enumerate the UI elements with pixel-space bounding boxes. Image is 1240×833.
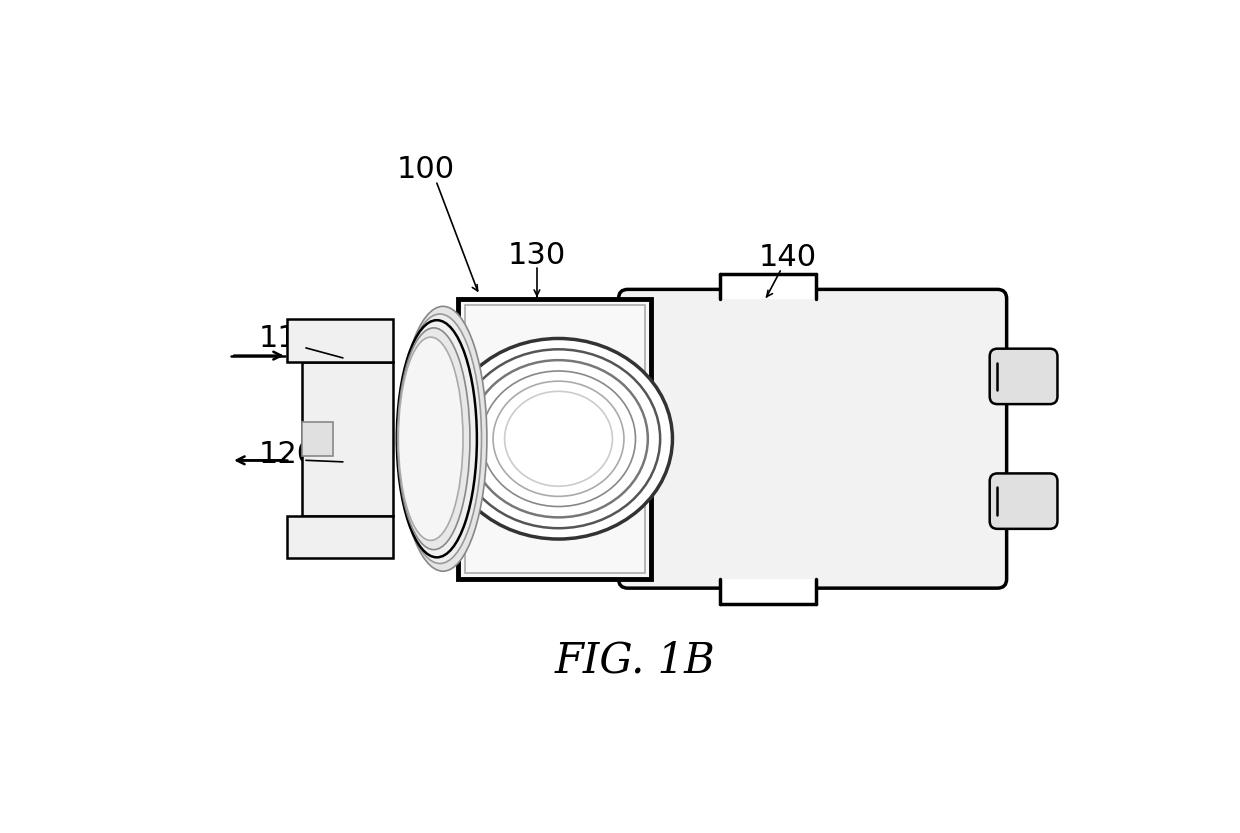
Bar <box>286 319 393 362</box>
Bar <box>720 579 816 604</box>
Bar <box>993 357 1050 397</box>
Ellipse shape <box>399 307 487 571</box>
Ellipse shape <box>397 320 477 557</box>
Bar <box>993 481 1050 521</box>
Text: 100: 100 <box>397 155 455 184</box>
Text: 110: 110 <box>258 324 316 353</box>
Bar <box>444 361 472 387</box>
Text: FIG. 1B: FIG. 1B <box>556 640 715 681</box>
Bar <box>720 274 816 298</box>
Bar <box>465 305 645 573</box>
Bar <box>459 298 651 579</box>
Bar <box>303 421 332 456</box>
Ellipse shape <box>398 337 463 541</box>
Bar <box>286 516 393 558</box>
Text: 120: 120 <box>258 440 316 469</box>
FancyBboxPatch shape <box>990 473 1058 529</box>
Text: 140: 140 <box>759 243 817 272</box>
Ellipse shape <box>398 328 470 550</box>
FancyBboxPatch shape <box>990 349 1058 404</box>
Ellipse shape <box>398 314 481 563</box>
FancyBboxPatch shape <box>619 289 1007 588</box>
Ellipse shape <box>444 337 672 541</box>
Bar <box>303 362 393 516</box>
Bar <box>444 489 472 515</box>
Text: 130: 130 <box>508 241 567 270</box>
